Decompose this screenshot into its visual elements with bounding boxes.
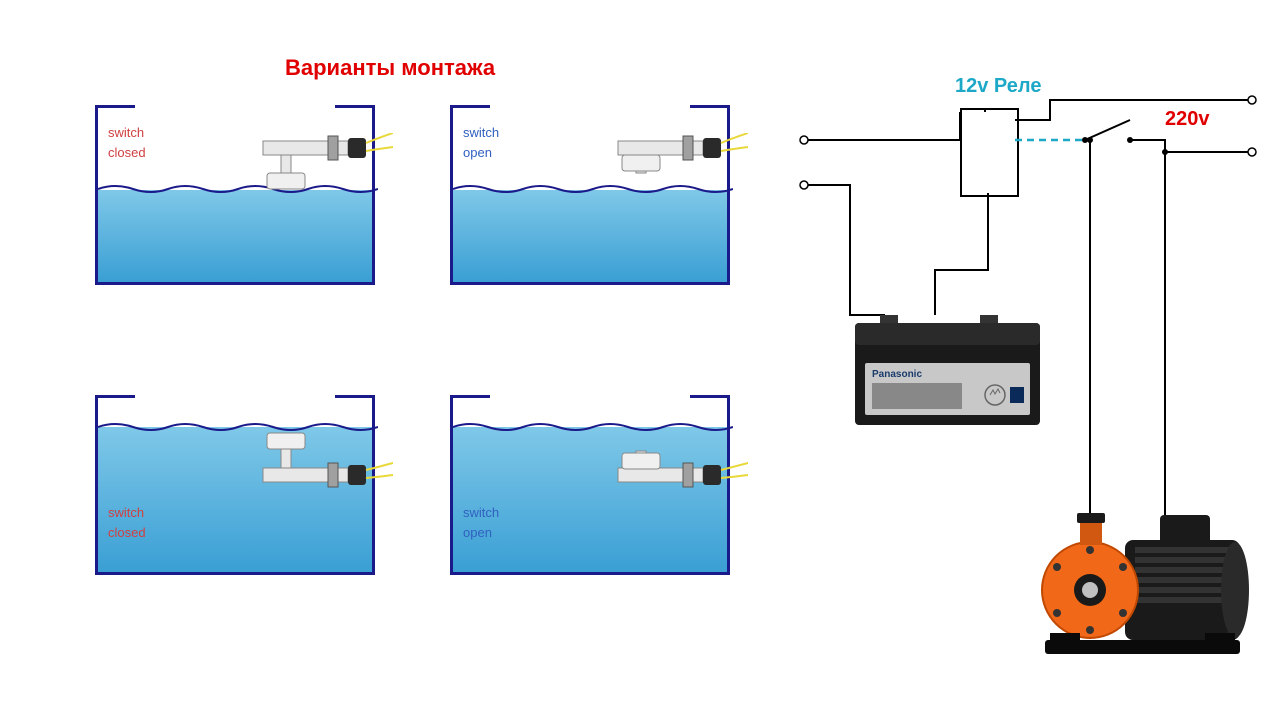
water-level <box>453 190 727 282</box>
tank-top-right: switchopen <box>450 105 730 285</box>
float-switch-icon <box>253 423 393 493</box>
switch-state-label: switchclosed <box>108 123 146 162</box>
battery-brand-text: Panasonic <box>872 369 922 380</box>
float-switch-icon <box>253 133 393 203</box>
switch-state-label: switchopen <box>463 123 499 162</box>
battery-icon: Panasonic <box>850 315 1050 435</box>
pump-icon <box>1035 485 1255 675</box>
switch-state-label: switchopen <box>463 503 499 542</box>
tank-top-left: switchclosed <box>95 105 375 285</box>
water-level <box>98 190 372 282</box>
diagram-title: Варианты монтажа <box>285 55 495 81</box>
switch-state-label: switchclosed <box>108 503 146 542</box>
float-switch-icon <box>608 423 748 493</box>
tank-bottom-left: switchclosed <box>95 395 375 575</box>
tank-bottom-right: switchopen <box>450 395 730 575</box>
float-switch-icon <box>608 133 748 203</box>
